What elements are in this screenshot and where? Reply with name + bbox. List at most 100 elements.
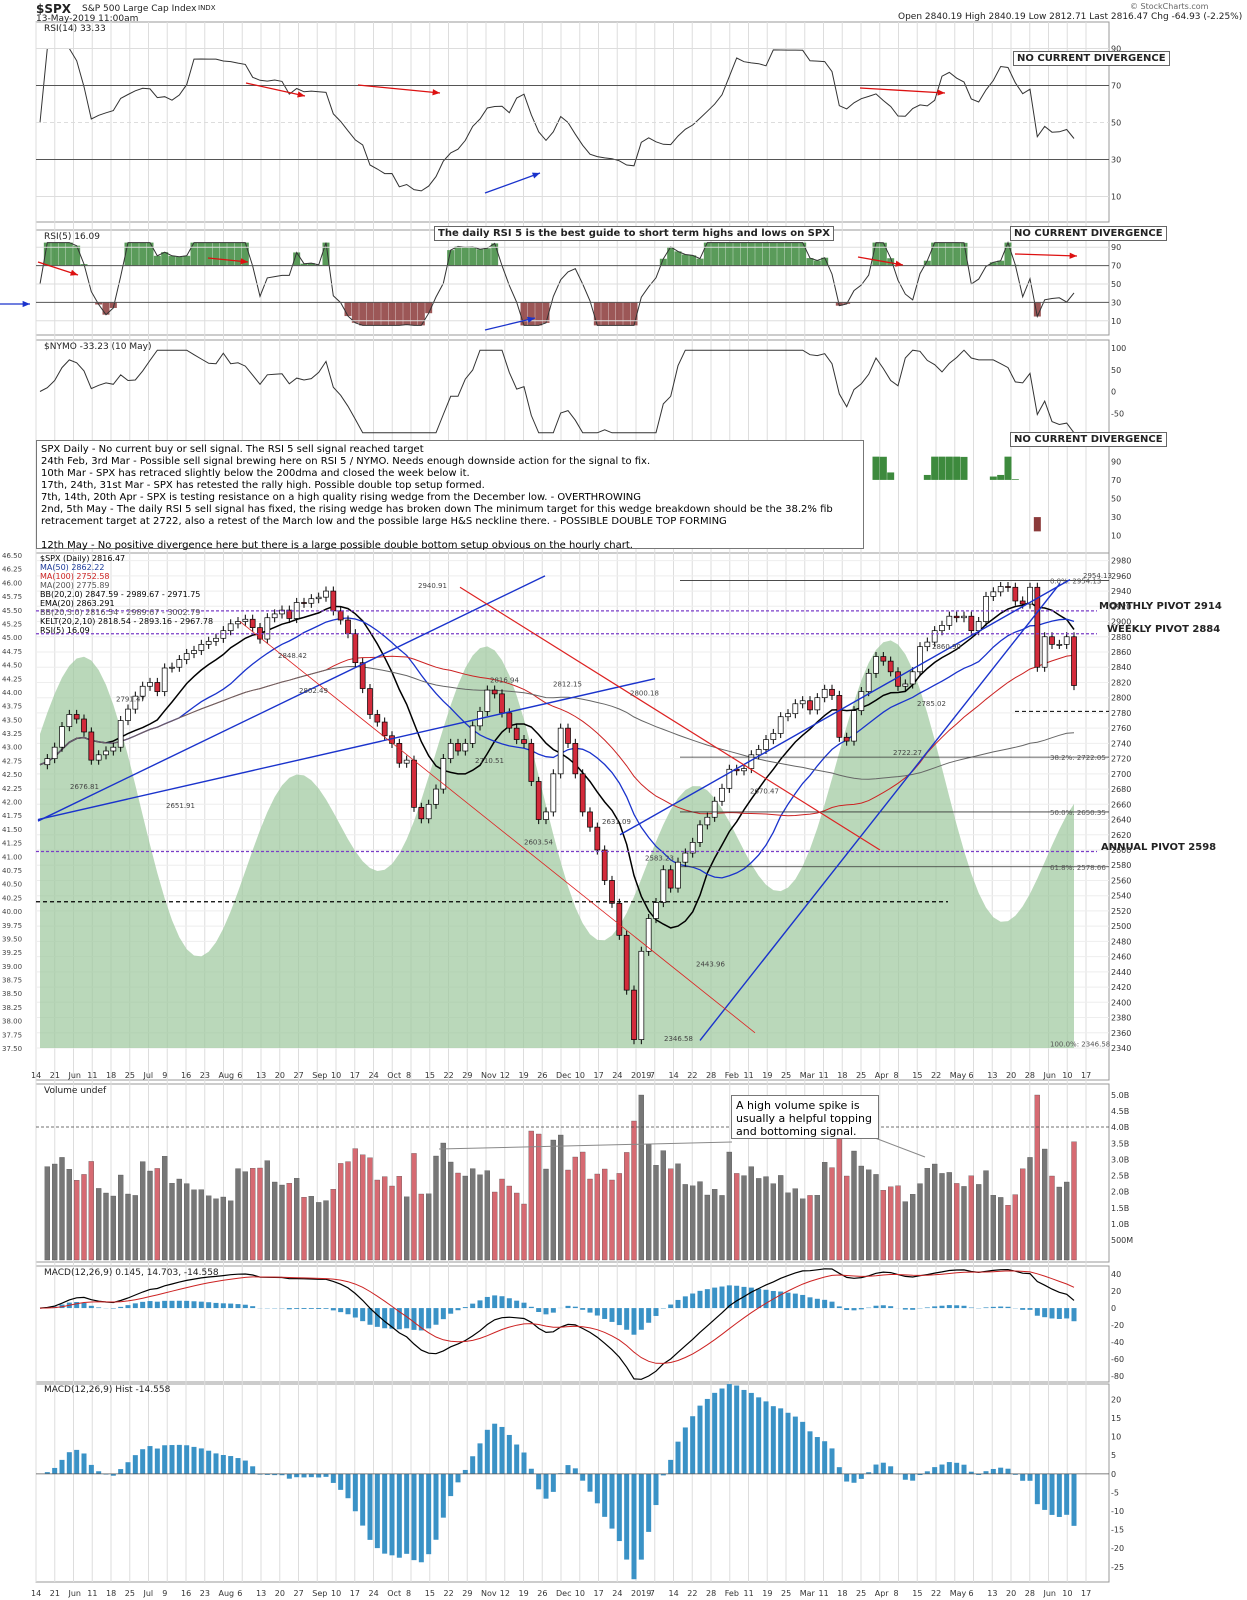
candle-body bbox=[308, 598, 315, 604]
candle-body bbox=[506, 712, 513, 729]
candle-body bbox=[1019, 600, 1026, 605]
rsi5-overbought-fill bbox=[945, 242, 953, 266]
rsi5-overbought-fill bbox=[197, 242, 205, 266]
price-annotation: 2816.94 bbox=[490, 676, 519, 684]
rsi5-oversold-fill bbox=[417, 302, 425, 326]
macd-hist-bar bbox=[807, 1297, 813, 1309]
macd-hist-bar bbox=[477, 1300, 483, 1309]
hist-bar bbox=[616, 1473, 622, 1542]
hist-bar bbox=[360, 1473, 366, 1526]
macd-hist-bar bbox=[426, 1308, 432, 1329]
nymo-left-axis-label: 40.75 bbox=[2, 867, 22, 875]
macd-hist-bar bbox=[198, 1301, 204, 1309]
volume-bar bbox=[580, 1151, 586, 1261]
hist-bar bbox=[132, 1455, 138, 1474]
x-tick-label: 13 bbox=[987, 1071, 997, 1080]
macd-hist-bar bbox=[1034, 1308, 1040, 1316]
macd-hist-bar bbox=[565, 1305, 571, 1309]
macd-hist-bar bbox=[345, 1308, 351, 1315]
macd-hist-bar bbox=[470, 1303, 476, 1309]
macd-hist-bar bbox=[741, 1286, 747, 1309]
volume-bar bbox=[191, 1189, 197, 1261]
x-tick-label: 14 bbox=[669, 1589, 679, 1598]
candle-body bbox=[484, 689, 491, 712]
x-tick-label: 13 bbox=[987, 1589, 997, 1598]
rsi5-overbought-fill bbox=[806, 258, 814, 266]
candle-body bbox=[675, 861, 681, 889]
candle-body bbox=[755, 749, 762, 756]
price-annotation: 2848.42 bbox=[278, 652, 307, 660]
hist-bar bbox=[1042, 1473, 1048, 1510]
divergence-arrow-head bbox=[937, 89, 945, 96]
legend-entry: RSI(5) 16.09 bbox=[40, 626, 90, 635]
candle-body bbox=[176, 659, 183, 668]
hist-bar bbox=[800, 1421, 806, 1474]
volume-bar bbox=[646, 1144, 652, 1261]
hist-bar bbox=[154, 1448, 160, 1474]
candle-body bbox=[447, 743, 454, 759]
hist-bar bbox=[587, 1473, 593, 1492]
x-tick-label: 18 bbox=[106, 1071, 116, 1080]
nymo-left-axis-label: 39.00 bbox=[2, 963, 22, 971]
candle-body bbox=[689, 842, 696, 854]
volume-bar bbox=[81, 1174, 87, 1261]
macd-hist-bar bbox=[580, 1308, 586, 1310]
price-axis-label: 2520 bbox=[1111, 907, 1131, 916]
x-tick-label: 8 bbox=[406, 1589, 411, 1598]
price-axis-label: 2840 bbox=[1111, 663, 1131, 672]
macd-hist-bar bbox=[712, 1287, 718, 1309]
volume-bar bbox=[1005, 1205, 1011, 1261]
macd-hist-bar bbox=[418, 1308, 424, 1331]
macd-hist-bar bbox=[506, 1298, 512, 1309]
rsi14-axis-label: 90 bbox=[1111, 45, 1121, 54]
rsi5-overbought-fill bbox=[65, 242, 73, 266]
candle-body bbox=[88, 731, 95, 761]
rsi5-overbought-fill bbox=[124, 242, 132, 266]
volume-axis-label: 3.5B bbox=[1111, 1139, 1129, 1148]
rsi5-overlay-fill bbox=[1033, 517, 1041, 532]
rsi5-overlay-fill bbox=[997, 474, 1005, 480]
candle-body bbox=[205, 640, 212, 645]
candle-body bbox=[631, 989, 637, 1040]
price-axis-label: 2400 bbox=[1111, 998, 1131, 1007]
hist-bar bbox=[756, 1397, 762, 1474]
nymo-left-axis-label: 46.00 bbox=[2, 579, 22, 587]
divergence-arrow-head bbox=[70, 269, 78, 276]
rsi5-overbought-fill bbox=[51, 242, 59, 266]
rsi5-overbought-fill bbox=[469, 246, 477, 266]
volume-bar bbox=[132, 1195, 138, 1261]
macd-hist-bar bbox=[631, 1308, 637, 1335]
price-axis-label: 2900 bbox=[1111, 618, 1131, 627]
rsi5-overbought-fill bbox=[131, 242, 139, 266]
price-axis-label: 2580 bbox=[1111, 861, 1131, 870]
candle-body bbox=[455, 743, 461, 752]
nymo-axis-label: 0 bbox=[1111, 388, 1116, 397]
volume-bar bbox=[836, 1132, 842, 1261]
rsi5-overbought-fill bbox=[762, 242, 770, 266]
hist-bar bbox=[814, 1437, 820, 1474]
volume-bar bbox=[118, 1174, 124, 1261]
rsi5-overbought-fill bbox=[821, 257, 829, 266]
rsi5-overbought-fill bbox=[740, 242, 748, 266]
rsi5-overbought-fill bbox=[183, 255, 191, 266]
candle-body bbox=[147, 682, 153, 687]
rsi5-oversold-fill bbox=[381, 302, 389, 326]
candle-body bbox=[616, 902, 623, 936]
hist-bar bbox=[330, 1473, 336, 1483]
price-axis-label: 2460 bbox=[1111, 953, 1131, 962]
rsi5-overlay-fill bbox=[872, 456, 880, 480]
nymo-left-axis-label: 42.25 bbox=[2, 785, 22, 793]
hist-bar bbox=[440, 1473, 446, 1518]
hist-bar bbox=[235, 1458, 241, 1474]
price-axis-label: 2700 bbox=[1111, 770, 1131, 779]
x-tick-label: 14 bbox=[31, 1589, 41, 1598]
nymo-left-axis-label: 46.25 bbox=[2, 566, 22, 574]
volume-axis-label: 4.5B bbox=[1111, 1107, 1129, 1116]
price-axis-label: 2740 bbox=[1111, 739, 1131, 748]
price-axis-label: 2380 bbox=[1111, 1014, 1131, 1023]
x-tick-label: 10 bbox=[331, 1589, 341, 1598]
hist-bar bbox=[499, 1426, 505, 1474]
rsi5-axis-label: 50 bbox=[1111, 280, 1121, 289]
macd-hist-bar bbox=[118, 1306, 124, 1309]
x-tick-label: 22 bbox=[444, 1071, 454, 1080]
